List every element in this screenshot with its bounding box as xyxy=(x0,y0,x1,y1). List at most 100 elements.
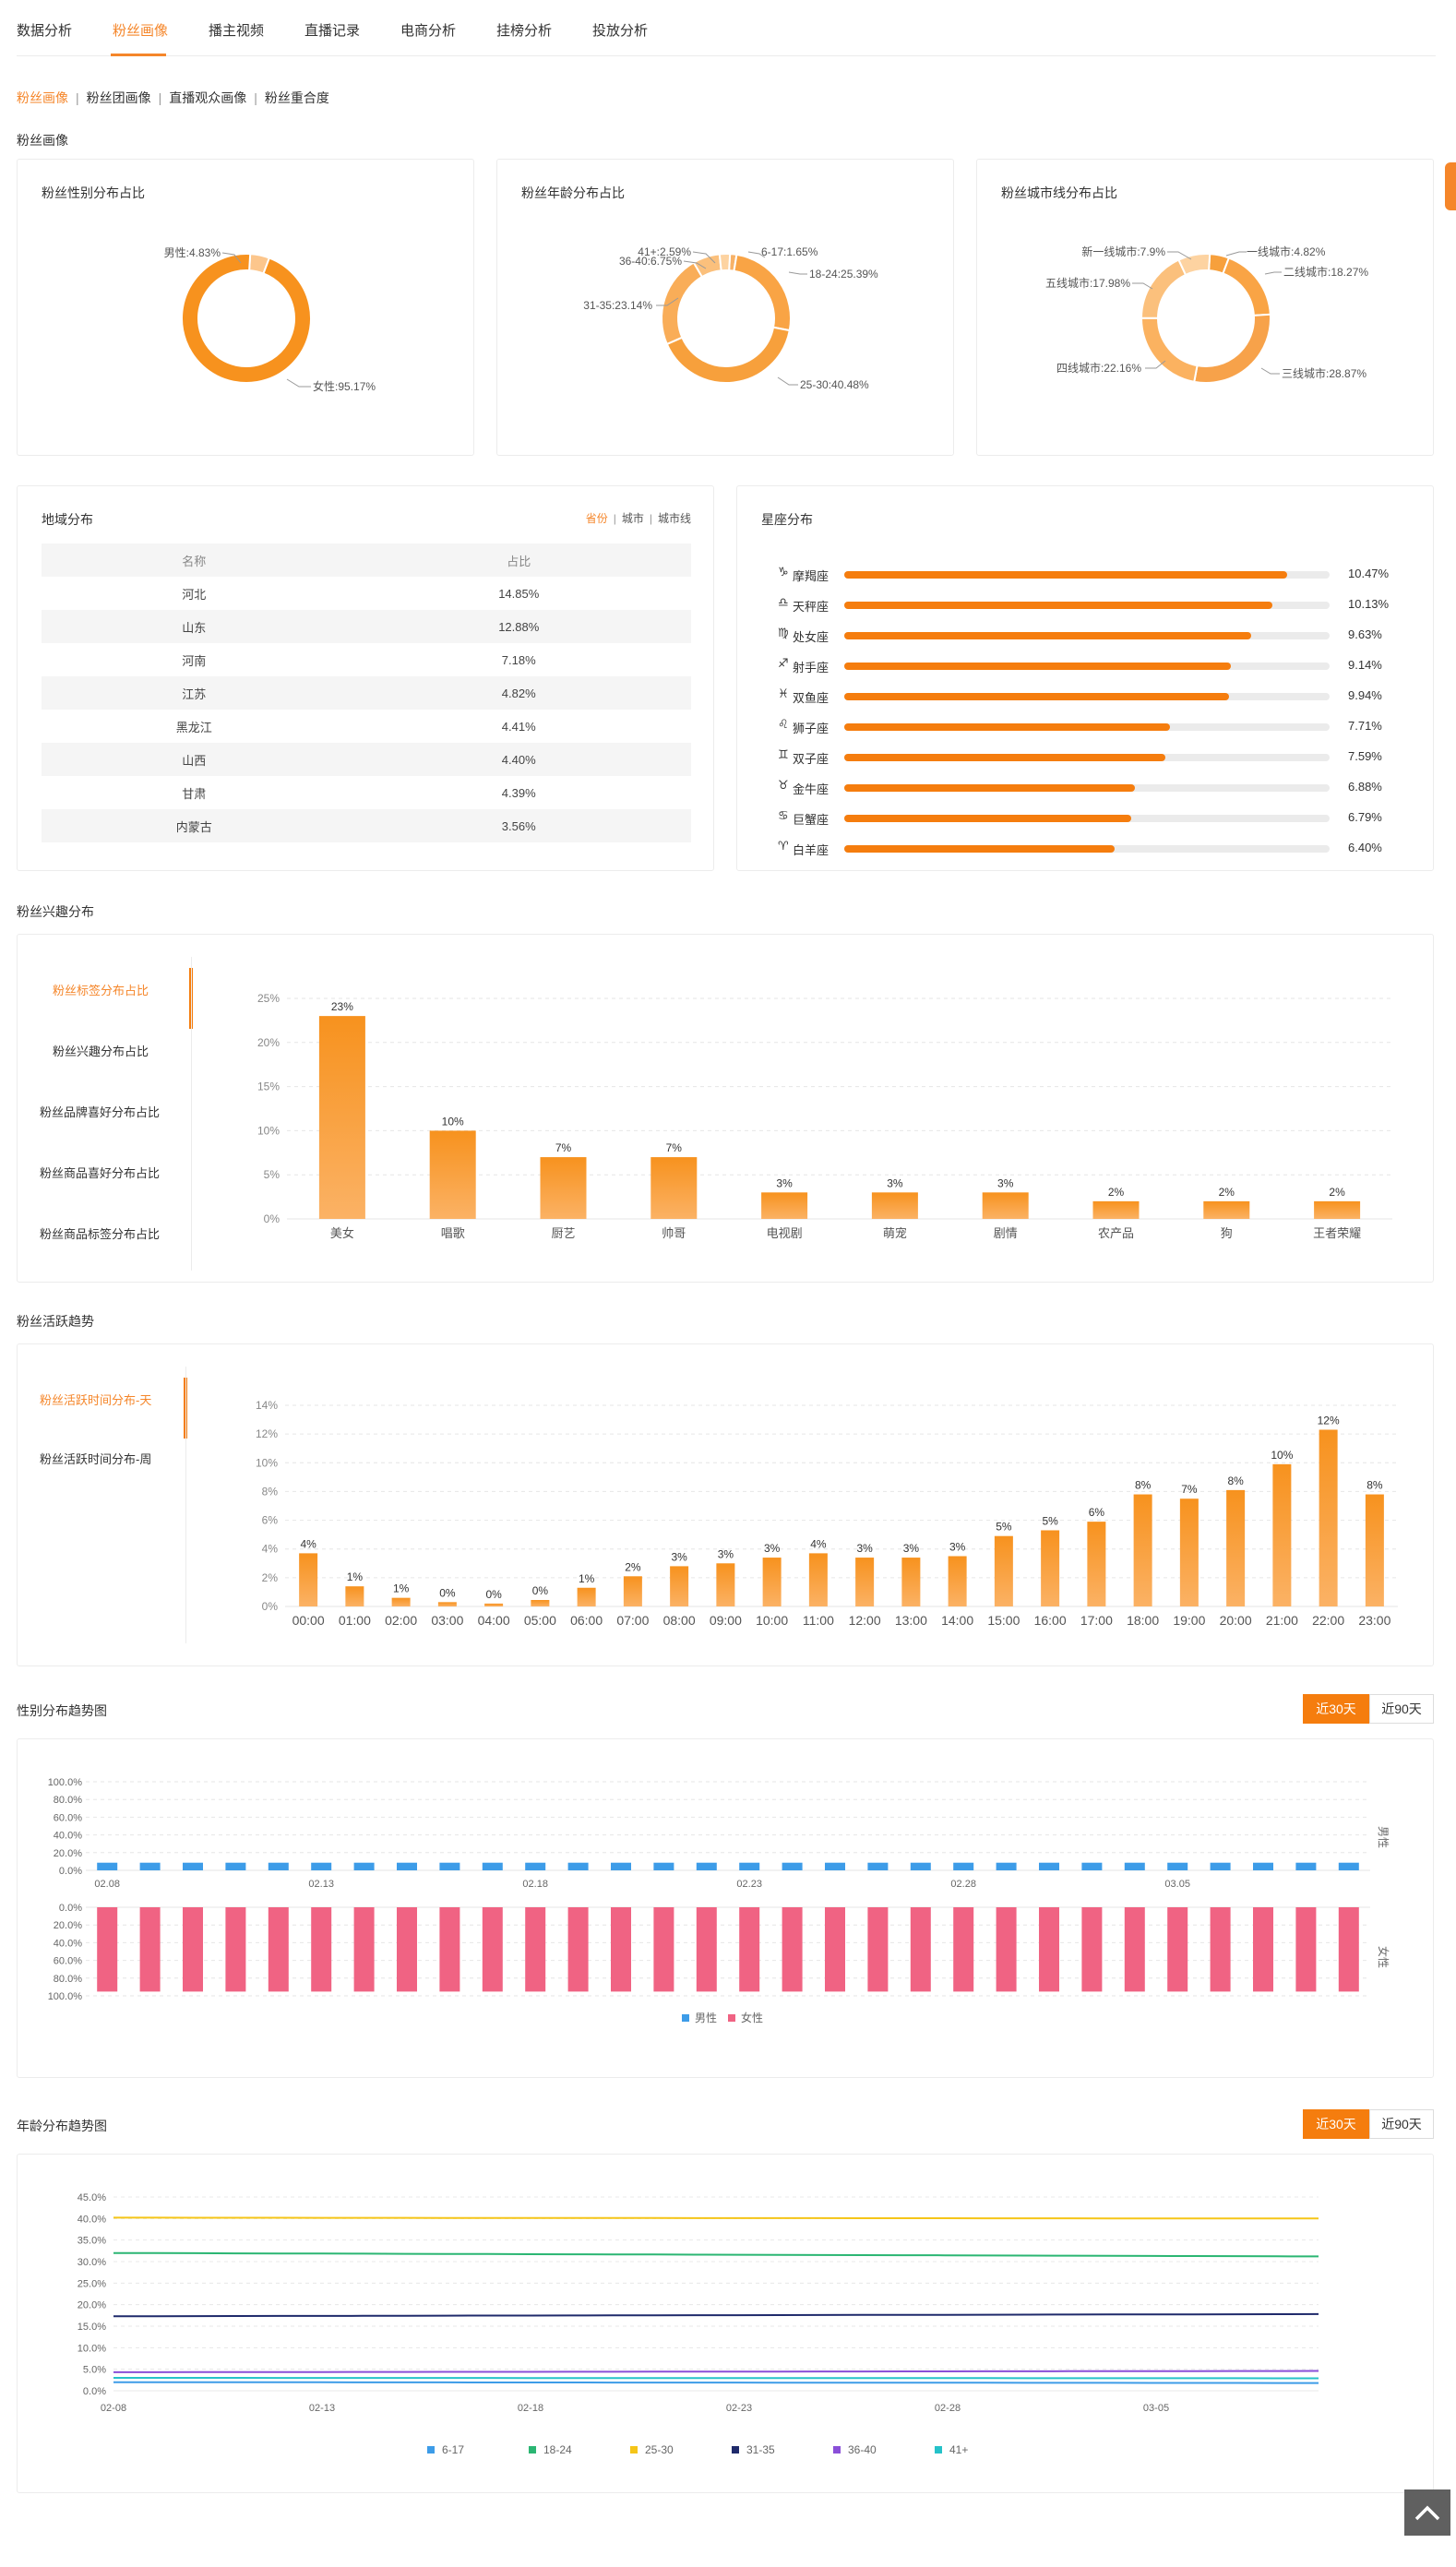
x-tick-label: 02.23 xyxy=(736,1879,762,1890)
legend-label-female[interactable]: 女性 xyxy=(741,2011,763,2024)
legend-label[interactable]: 31-35 xyxy=(746,2443,775,2456)
legend-label[interactable]: 18-24 xyxy=(543,2443,572,2456)
x-tick-label: 03:00 xyxy=(431,1613,463,1628)
zodiac-name: 射手座 xyxy=(793,661,829,675)
tab-0[interactable]: 数据分析 xyxy=(17,23,73,39)
side-menu-item-0[interactable]: 粉丝活跃时间分布-天 xyxy=(40,1393,152,1407)
donut-label: 二线城市:18.27% xyxy=(1283,265,1368,279)
subtab-3[interactable]: 粉丝重合度 xyxy=(264,90,329,105)
region-table: 名称 占比 河北 14.85% 山东 12.88% 河南 7.18% 江苏 4.82% 黑龙江 4.4… xyxy=(42,543,691,842)
female-axis-label: 女性 xyxy=(1377,1946,1390,1968)
x-tick-label: 厨艺 xyxy=(551,1226,575,1240)
male-axis-label: 男性 xyxy=(1377,1826,1390,1848)
female-bar xyxy=(482,1907,503,1992)
tab-5[interactable]: 挂榜分析 xyxy=(496,23,553,39)
bar xyxy=(299,1553,318,1606)
region-filter-2[interactable]: 城市线 xyxy=(657,512,691,525)
gender-range-90-button[interactable]: 近90天 xyxy=(1369,1694,1434,1724)
tab-3[interactable]: 直播记录 xyxy=(304,23,361,39)
male-bar xyxy=(397,1862,417,1870)
legend-label-male[interactable]: 男性 xyxy=(695,2012,717,2024)
bar xyxy=(623,1576,642,1606)
bar xyxy=(1203,1200,1250,1219)
region-card: 地域分布 省份 | 城市 | 城市线 名称 占比 河北 14.85% 山东 12.88% 河南 7.1… xyxy=(17,485,714,871)
age-range-30-button[interactable]: 近30天 xyxy=(1303,2109,1369,2139)
bar-value-label: 7% xyxy=(1181,1483,1198,1496)
y-tick-label: 5.0% xyxy=(83,2365,106,2376)
section-title-gender-trend: 性别分布趋势图 xyxy=(17,1703,107,1718)
gender-donut-chart: 男性:4.83% 女性:95.17% xyxy=(164,246,376,393)
legend-label[interactable]: 36-40 xyxy=(848,2443,877,2456)
gender-range-30-button[interactable]: 近30天 xyxy=(1303,1694,1369,1724)
tab-2[interactable]: 播主视频 xyxy=(209,23,265,39)
aries-icon: ♈ xyxy=(778,840,789,854)
bar xyxy=(391,1597,411,1606)
zodiac-bar-track xyxy=(844,784,1330,792)
y-tick-label: 10.0% xyxy=(78,2343,106,2354)
x-tick-label: 王者荣耀 xyxy=(1313,1226,1361,1240)
male-bar xyxy=(782,1862,803,1870)
bar xyxy=(1226,1489,1246,1606)
region-filter-1[interactable]: 城市 xyxy=(621,512,644,525)
y-tick-label: 10% xyxy=(256,1456,278,1469)
x-tick-label: 02.18 xyxy=(522,1879,548,1890)
region-filter-0[interactable]: 省份 xyxy=(585,512,608,525)
legend-label[interactable]: 25-30 xyxy=(645,2443,674,2456)
x-tick-label: 01:00 xyxy=(339,1613,371,1628)
side-menu-item-3[interactable]: 粉丝商品喜好分布占比 xyxy=(40,1166,161,1180)
subtab-0[interactable]: 粉丝画像 xyxy=(17,90,68,105)
back-to-top-button[interactable] xyxy=(1404,2489,1450,2536)
side-menu-item-1[interactable]: 粉丝活跃时间分布-周 xyxy=(40,1452,152,1466)
zodiac-bar-fill xyxy=(844,571,1287,579)
age-range-90-button[interactable]: 近90天 xyxy=(1369,2109,1434,2139)
legend-swatch xyxy=(732,2446,739,2454)
tab-1[interactable]: 粉丝画像 xyxy=(113,23,169,39)
donut-label: 6-17:1.65% xyxy=(761,245,818,258)
bar xyxy=(670,1566,689,1606)
zodiac-value: 9.63% xyxy=(1348,627,1382,641)
tab-4[interactable]: 电商分析 xyxy=(400,23,457,39)
side-menu-item-2[interactable]: 粉丝品牌喜好分布占比 xyxy=(40,1105,161,1119)
subtab-2[interactable]: 直播观众画像 xyxy=(169,90,247,105)
city-card: 粉丝城市线分布占比 新一线城市:7.9% 一线城市:4.82% 五线城市:17.98… xyxy=(976,159,1434,456)
side-menu-item-4[interactable]: 粉丝商品标签分布占比 xyxy=(40,1227,161,1241)
y-tick-label: 35.0% xyxy=(78,2236,106,2247)
table-cell: 7.18% xyxy=(501,652,536,667)
bar-value-label: 1% xyxy=(393,1582,410,1595)
male-bar xyxy=(1210,1862,1231,1870)
donut-leader-line xyxy=(221,252,242,264)
table-cell: 4.82% xyxy=(501,686,536,700)
subtab-1[interactable]: 粉丝团画像 xyxy=(86,90,151,105)
activity-bar-chart: 0% 2% 4% 6% 8% 10% 12% 14% 4% 00:00 1% 01:00 1% 02:00… xyxy=(256,1399,1398,1628)
bar-value-label: 3% xyxy=(856,1542,873,1555)
female-bar xyxy=(439,1907,460,1992)
interest-bar-chart: 0% 5% 10% 15% 20% 25% 23% 美女 10% 唱歌 7% 厨艺 7% 帅哥 3% 电视剧 3… xyxy=(257,992,1392,1240)
series-line-31-35 xyxy=(113,2312,1319,2318)
zodiac-row: ♉ 金牛座 6.88% xyxy=(778,779,1414,797)
male-bar xyxy=(1167,1862,1188,1870)
zodiac-bar-track xyxy=(844,723,1330,731)
donut-leader-line xyxy=(692,251,716,264)
zodiac-bar-track xyxy=(844,571,1330,579)
male-bar xyxy=(653,1862,674,1870)
donut-leader-line xyxy=(286,378,311,388)
legend-label[interactable]: 41+ xyxy=(949,2443,968,2456)
side-menu-item-0[interactable]: 粉丝标签分布占比 xyxy=(53,984,149,997)
x-tick-label: 00:00 xyxy=(292,1613,325,1628)
donut-leader-line xyxy=(656,297,679,306)
donut-slice xyxy=(1193,313,1271,384)
tab-6[interactable]: 投放分析 xyxy=(592,23,649,39)
zodiac-bar-fill xyxy=(844,815,1132,822)
y-tick-label: 100.0% xyxy=(48,1991,83,2002)
legend-label[interactable]: 6-17 xyxy=(442,2443,464,2456)
donut-leader-line xyxy=(1260,367,1280,375)
side-scroll-handle[interactable] xyxy=(1445,162,1456,210)
bar-value-label: 23% xyxy=(331,1000,353,1013)
female-bar xyxy=(567,1907,589,1992)
side-menu-item-1[interactable]: 粉丝兴趣分布占比 xyxy=(53,1045,149,1058)
y-tick-label: 25.0% xyxy=(78,2278,106,2289)
table-header-row: 名称 占比 xyxy=(42,543,691,577)
y-tick-label: 0.0% xyxy=(59,1903,82,1914)
x-tick-label: 04:00 xyxy=(478,1613,510,1628)
pisces-icon: ♓ xyxy=(778,687,789,701)
